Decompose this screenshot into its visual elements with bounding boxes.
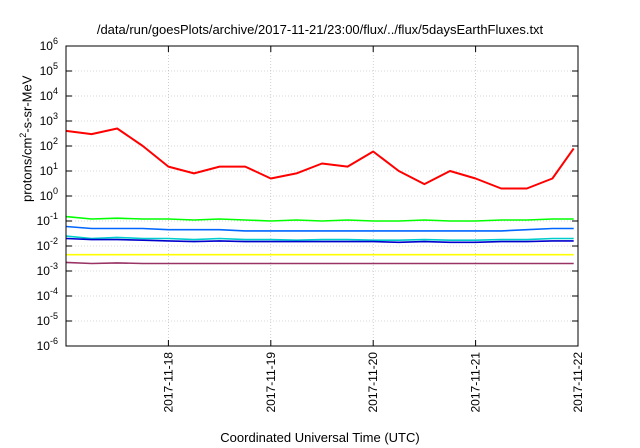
y-tick-label: 106 xyxy=(40,36,58,53)
y-tick-label: 10-1 xyxy=(37,211,58,228)
series-line-7 xyxy=(65,261,574,265)
y-tick-label: 10-6 xyxy=(37,336,58,353)
series-line-4 xyxy=(65,235,574,241)
series-line-1 xyxy=(65,127,575,190)
y-tick-label: 102 xyxy=(40,136,58,153)
chart-title: /data/run/goesPlots/archive/2017-11-21/2… xyxy=(96,22,544,37)
series-line-5 xyxy=(65,237,574,244)
x-tick-label: 2017-11-20 xyxy=(366,352,380,413)
grid xyxy=(66,45,579,347)
series-line-3 xyxy=(65,225,574,232)
y-tick-label: 101 xyxy=(40,161,58,178)
x-axis-label: Coordinated Universal Time (UTC) xyxy=(220,430,420,445)
x-tick-label: 2017-11-18 xyxy=(161,352,175,413)
y-tick-label: 10-2 xyxy=(37,236,58,253)
y-tick-label: 104 xyxy=(40,86,58,103)
x-tick-label: 2017-11-19 xyxy=(264,352,278,413)
y-tick-label: 10-3 xyxy=(37,261,58,278)
y-tick-label: 10-4 xyxy=(37,286,58,303)
y-tick-label: 10-5 xyxy=(37,311,58,328)
x-axis: 2017-11-18 2017-11-19 2017-11-20 2017-11-21… xyxy=(161,46,585,413)
series-group xyxy=(65,127,575,265)
y-tick-label: 100 xyxy=(40,186,58,203)
y-tick-label: 105 xyxy=(40,61,58,78)
x-tick-label: 2017-11-21 xyxy=(469,352,483,413)
series-line-2 xyxy=(65,215,574,222)
y-axis: 10-6 10-5 10-4 10-3 10-2 10-1 100 101 102 103 104 1… xyxy=(37,36,578,353)
y-tick-label: 103 xyxy=(40,111,58,128)
x-tick-label: 2017-11-22 xyxy=(571,352,585,413)
